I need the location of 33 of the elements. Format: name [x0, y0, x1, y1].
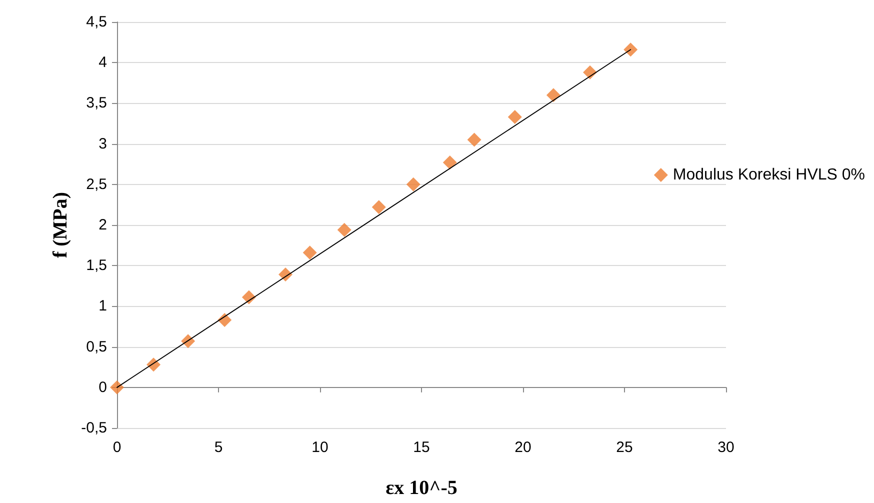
point [546, 88, 560, 102]
point [406, 177, 420, 192]
y-tick-label: 2,5 [86, 176, 107, 193]
y-tick-label: 4 [98, 54, 107, 72]
x-tick-label: 5 [214, 439, 223, 456]
point [242, 290, 256, 304]
y-tick-label: 0,5 [86, 338, 107, 356]
y-tick-label: -0,5 [81, 420, 107, 436]
x-tick-label: 15 [413, 439, 430, 456]
x-tick-label: 10 [312, 439, 328, 456]
legend-label: Modulus Koreksi HVLS 0% [672, 166, 866, 184]
x-tick-label: 0 [112, 439, 122, 456]
y-tick-label: 3,5 [86, 94, 107, 112]
x-tick-label: 30 [718, 439, 734, 456]
point [372, 200, 386, 214]
y-tick-label: 1,5 [86, 257, 107, 274]
x-tick-label: 20 [514, 439, 532, 456]
y-tick-label: 2 [98, 216, 107, 234]
point [337, 222, 352, 237]
y-tick-label: 4,5 [86, 14, 107, 30]
point [302, 246, 317, 260]
y-tick-label: 3 [98, 135, 107, 152]
point [624, 42, 638, 57]
x-axis-title: εx 10^-5 [386, 477, 458, 499]
y-tick-label: 0 [98, 378, 107, 396]
point [442, 155, 457, 170]
x-tick-label: 25 [616, 439, 633, 456]
y-tick-label: 1 [98, 298, 107, 315]
point [508, 110, 522, 124]
point [467, 132, 482, 147]
y-axis-title: f (MPa) [49, 192, 72, 258]
point [110, 380, 124, 394]
point [278, 268, 292, 282]
